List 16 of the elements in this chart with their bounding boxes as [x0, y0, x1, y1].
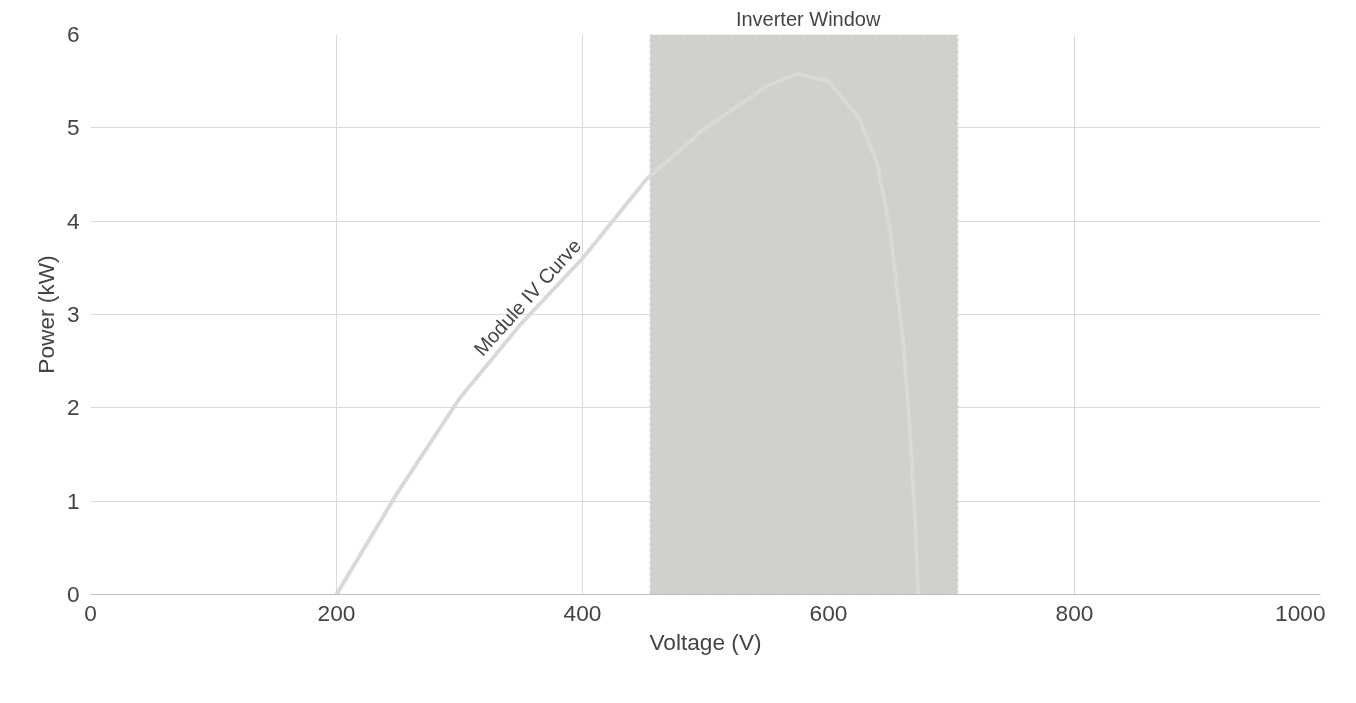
- x-tick-label: 800: [1055, 599, 1094, 626]
- y-tick-label: 0: [66, 581, 80, 607]
- x-axis-title: Voltage (V): [649, 628, 762, 655]
- x-tick-label: 1000: [1275, 599, 1326, 626]
- band-label: Inverter Window: [735, 7, 881, 30]
- y-tick-label: 5: [66, 114, 80, 141]
- x-tick-label: 400: [563, 599, 602, 626]
- y-tick-label: 6: [66, 21, 80, 47]
- x-tick-label: 600: [809, 599, 848, 626]
- y-axis-title: Power (kW): [32, 255, 59, 374]
- x-tick-label: 200: [317, 599, 356, 626]
- x-tick-label: 0: [84, 599, 97, 626]
- y-tick-label: 3: [66, 301, 80, 327]
- y-tick-label: 2: [66, 394, 80, 421]
- y-tick-label: 4: [66, 207, 80, 234]
- y-tick-label: 1: [66, 487, 80, 514]
